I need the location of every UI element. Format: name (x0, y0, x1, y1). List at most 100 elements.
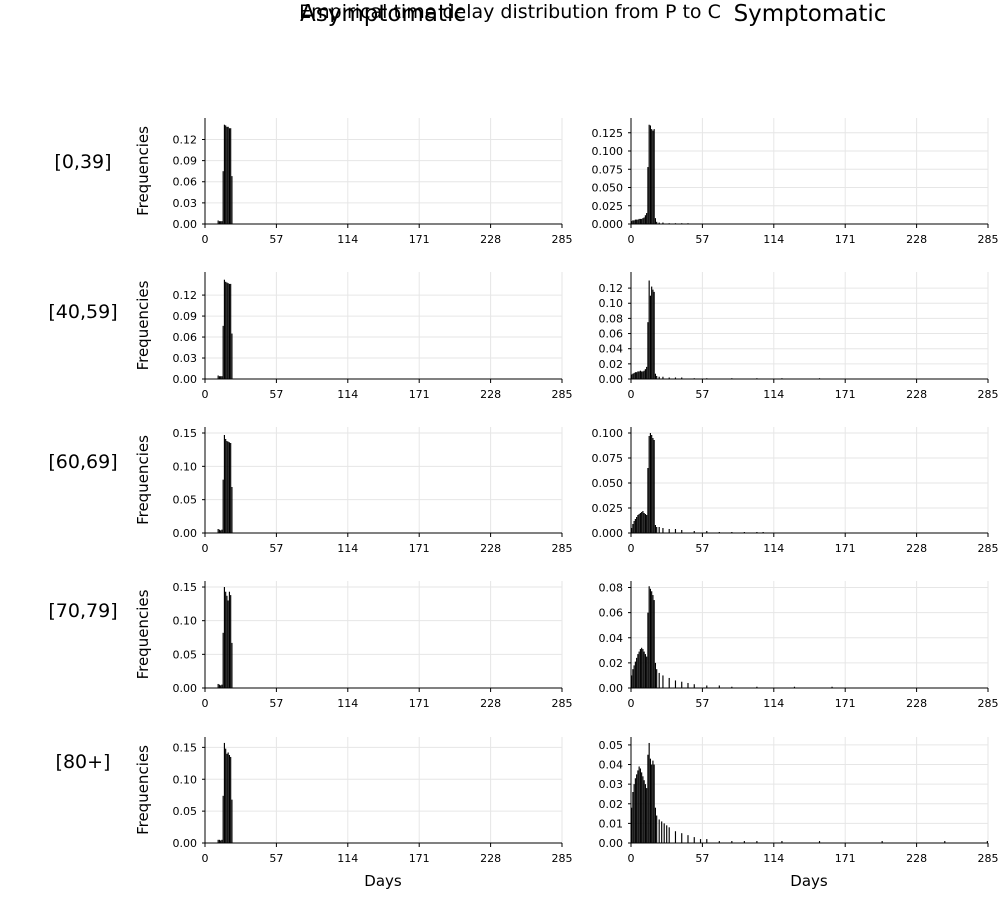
y-tick-label: 0.00 (599, 373, 624, 386)
bar (662, 528, 664, 533)
y-tick-label: 0.000 (592, 218, 624, 231)
bar (662, 222, 664, 224)
bar (221, 684, 223, 688)
y-tick-label: 0.12 (173, 289, 198, 302)
bar (643, 513, 645, 533)
bar (632, 792, 634, 843)
bar (637, 654, 639, 688)
bar (643, 370, 645, 379)
bar (231, 642, 233, 688)
panel-asymptomatic-0: 0 57 114 171 228 285 0.00 0.03 0.06 0.09 0.12 Frequ… (134, 118, 573, 246)
bar (638, 371, 640, 379)
bar (220, 530, 222, 533)
x-tick-label: 285 (978, 388, 999, 401)
x-tick-label: 0 (628, 852, 635, 865)
bar (646, 213, 648, 224)
x-tick-label: 114 (763, 388, 784, 401)
bar (217, 839, 219, 843)
y-axis-label: Frequencies (134, 745, 152, 835)
x-tick-label: 285 (552, 697, 573, 710)
bar (781, 841, 783, 843)
bar (221, 529, 223, 533)
x-tick-label: 228 (906, 233, 927, 246)
x-tick-label: 0 (202, 697, 209, 710)
bar (633, 784, 635, 843)
bar (634, 519, 636, 533)
bar (653, 600, 655, 688)
bar (220, 221, 222, 224)
bar (228, 442, 231, 533)
bar (662, 675, 664, 688)
bar (731, 686, 733, 688)
bar (226, 126, 228, 224)
bar (718, 685, 720, 688)
bar (227, 126, 229, 224)
panel-asymptomatic-1: 0 57 114 171 228 285 0.00 0.03 0.06 0.09 0.12 Frequ… (134, 272, 573, 401)
bar (218, 839, 220, 843)
bar (706, 685, 708, 688)
x-tick-label: 114 (763, 852, 784, 865)
row-label-60-69: [60,69] (48, 451, 117, 473)
y-tick-label: 0.05 (599, 739, 624, 752)
bar (653, 129, 655, 224)
bar (693, 531, 695, 533)
y-tick-label: 0.09 (173, 310, 198, 323)
y-tick-label: 0.06 (599, 607, 624, 620)
bar (662, 376, 664, 379)
bar (222, 479, 224, 533)
bar (231, 333, 233, 379)
bar (223, 435, 225, 533)
bar (227, 441, 229, 533)
x-tick-label: 114 (337, 697, 358, 710)
bar (643, 780, 645, 843)
y-tick-label: 0.00 (173, 837, 198, 850)
y-tick-label: 0.15 (173, 427, 198, 440)
bar (633, 220, 635, 224)
bar (218, 221, 220, 224)
bar (648, 124, 650, 224)
bar (227, 752, 229, 843)
bar (681, 377, 683, 379)
bar (646, 656, 648, 688)
x-tick-label: 171 (409, 388, 430, 401)
bar (658, 527, 660, 533)
x-tick-label: 0 (202, 852, 209, 865)
bar (681, 530, 683, 533)
bar (634, 778, 636, 843)
x-tick-label: 114 (763, 697, 784, 710)
bar (230, 128, 232, 224)
y-tick-label: 0.12 (173, 133, 198, 146)
x-tick-label: 285 (552, 233, 573, 246)
x-tick-label: 114 (337, 388, 358, 401)
bar (642, 511, 644, 533)
bar (226, 753, 228, 843)
bar (653, 764, 655, 843)
row-label-70-79: [70,79] (48, 600, 117, 622)
x-tick-label: 0 (628, 542, 635, 555)
bar (656, 815, 658, 843)
bar (225, 591, 227, 688)
x-tick-label: 228 (906, 542, 927, 555)
bar (663, 823, 665, 843)
bar (218, 529, 220, 533)
x-tick-label: 114 (763, 233, 784, 246)
bar (881, 841, 883, 843)
y-tick-label: 0.100 (592, 145, 624, 158)
y-tick-label: 0.00 (599, 837, 624, 850)
bar (699, 839, 702, 843)
y-tick-label: 0.06 (173, 331, 198, 344)
bar (228, 591, 231, 688)
bar (649, 588, 651, 688)
bar (644, 514, 646, 533)
bar (217, 220, 219, 224)
figure-title: Empirical time delay distribution from P… (299, 1, 721, 23)
y-tick-label: 0.00 (173, 218, 198, 231)
x-tick-label: 57 (269, 388, 283, 401)
x-tick-label: 57 (269, 233, 283, 246)
bar (639, 370, 641, 379)
bar (793, 686, 796, 688)
bar (648, 586, 650, 688)
panels: 0 57 114 171 228 285 0.00 0.03 0.06 0.09 0.12 Frequ… (134, 118, 999, 865)
bar (658, 672, 660, 688)
bar (648, 280, 650, 379)
